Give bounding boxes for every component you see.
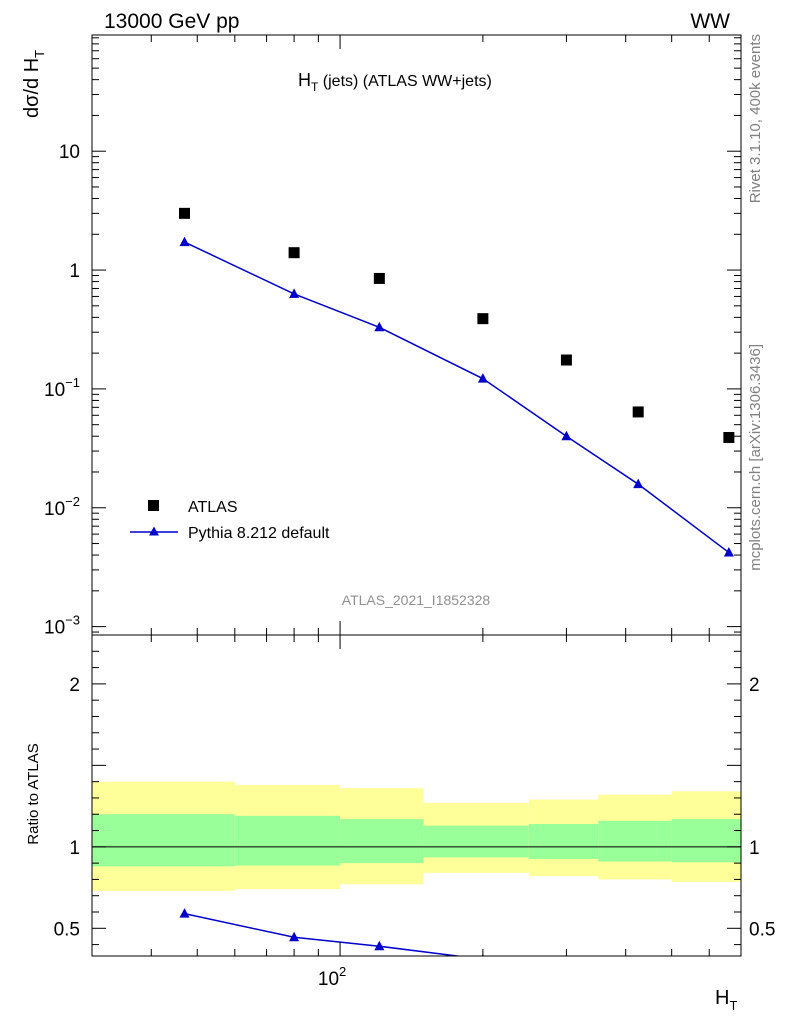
main-panel: HT (jets) (ATLAS WW+jets) dσ/d HT 10110−…	[21, 34, 742, 639]
ratio-y-tick-label-right: 0.5	[749, 919, 775, 940]
main-y-tick-label-base: 10	[44, 618, 65, 639]
rivet-version-label: Rivet 3.1.10, 400k events	[747, 34, 764, 203]
atlas-point	[723, 432, 735, 444]
x-axis-label-main: H	[715, 987, 729, 1009]
inner-uncertainty-band	[528, 824, 599, 860]
ratio-x-ticks: 102	[91, 635, 742, 990]
header-process-label: WW	[690, 10, 730, 33]
atlas-point	[560, 354, 572, 366]
atlas-point	[477, 313, 489, 325]
ratio-y-axis-label: Ratio to ATLAS	[25, 743, 42, 844]
x-tick-label: 102	[318, 964, 346, 990]
pythia-point	[633, 478, 644, 489]
inner-uncertainty-band	[234, 815, 341, 866]
main-y-tick-label-exp: −2	[65, 494, 80, 509]
pythia-line	[184, 241, 730, 554]
ratio-y-tick-label-left: 1	[69, 838, 80, 859]
x-axis-label: HT	[715, 987, 737, 1013]
main-y-tick-label: 10−1	[44, 375, 80, 401]
inner-uncertainty-band	[340, 819, 424, 864]
main-y-tick-label-base: 10	[44, 499, 65, 520]
main-y-axis-label: dσ/d HT	[21, 50, 47, 118]
atlas-markers	[179, 207, 735, 444]
ratio-pythia-point	[561, 967, 571, 977]
ratio-y-tick-label-left: 0.5	[54, 919, 80, 940]
main-y-axis-label-sub: T	[32, 50, 47, 58]
main-panel-frame	[91, 34, 742, 636]
ratio-y-tick-label-right: 2	[749, 675, 760, 696]
inner-uncertainty-band	[92, 814, 235, 867]
pythia-point	[179, 236, 190, 247]
ratio-pythia-point	[374, 940, 385, 951]
ratio-pythia-point	[179, 908, 190, 918]
ratio-y-tick-label-left: 2	[69, 675, 80, 696]
atlas-point	[179, 207, 191, 219]
main-y-tick-label: 10−2	[44, 494, 80, 520]
main-y-tick-label: 1	[69, 261, 80, 282]
ratio-panel-frame	[91, 634, 742, 957]
pythia-point	[374, 321, 385, 332]
inner-uncertainty-band	[423, 825, 529, 858]
x-tick-label-exp: 2	[339, 964, 346, 979]
ratio-pythia-point	[289, 931, 300, 942]
pythia-point	[723, 547, 734, 557]
uncertainty-bands	[92, 781, 741, 891]
ratio-panel: 2 21 10.5 0.5 102 Ratio to ATLAS HT	[25, 634, 775, 1013]
main-y-tick-label-base: 10	[44, 380, 65, 401]
source-label: mcplots.cern.ch [arXiv:1306.3436]	[747, 344, 764, 571]
plot-title-main: H	[298, 70, 311, 90]
main-y-tick-label: 10	[59, 142, 80, 163]
atlas-point	[373, 272, 385, 284]
main-y-axis-label-main: dσ/d H	[21, 58, 43, 118]
plot-title-sub: T	[311, 80, 319, 94]
header-energy-label: 13000 GeV pp	[104, 10, 239, 33]
atlas-point	[288, 247, 300, 259]
main-y-tick-label-exp: −3	[65, 613, 80, 628]
atlas-point	[632, 406, 644, 418]
legend-atlas-label: ATLAS	[188, 499, 238, 516]
x-tick-label-base: 10	[318, 969, 339, 990]
main-y-tick-label: 10−3	[44, 613, 80, 639]
ratio-pythia-markers	[179, 908, 643, 977]
pythia-point	[561, 430, 572, 441]
main-x-ticks	[91, 35, 742, 635]
pythia-point	[477, 373, 488, 383]
pythia-point	[289, 288, 300, 298]
legend-pythia-label: Pythia 8.212 default	[188, 525, 330, 542]
plot-title-rest: (jets) (ATLAS WW+jets)	[318, 73, 492, 90]
inner-uncertainty-band	[598, 820, 672, 862]
legend-atlas-marker	[148, 500, 159, 511]
main-y-tick-label-exp: −1	[65, 375, 80, 390]
analysis-label: ATLAS_2021_I1852328	[342, 592, 491, 608]
inner-uncertainty-band	[671, 819, 741, 863]
ratio-y-tick-label-right: 1	[749, 838, 760, 859]
plot-title: HT (jets) (ATLAS WW+jets)	[298, 70, 492, 94]
pythia-markers	[179, 236, 734, 557]
ratio-y-ticks: 2 2 1 1 0.5 0.5	[54, 650, 775, 946]
x-axis-label-sub: T	[729, 998, 737, 1013]
legend-pythia-marker	[149, 526, 159, 536]
ratio-pythia-point	[633, 964, 643, 974]
legend: ATLAS Pythia 8.212 default	[130, 499, 330, 542]
